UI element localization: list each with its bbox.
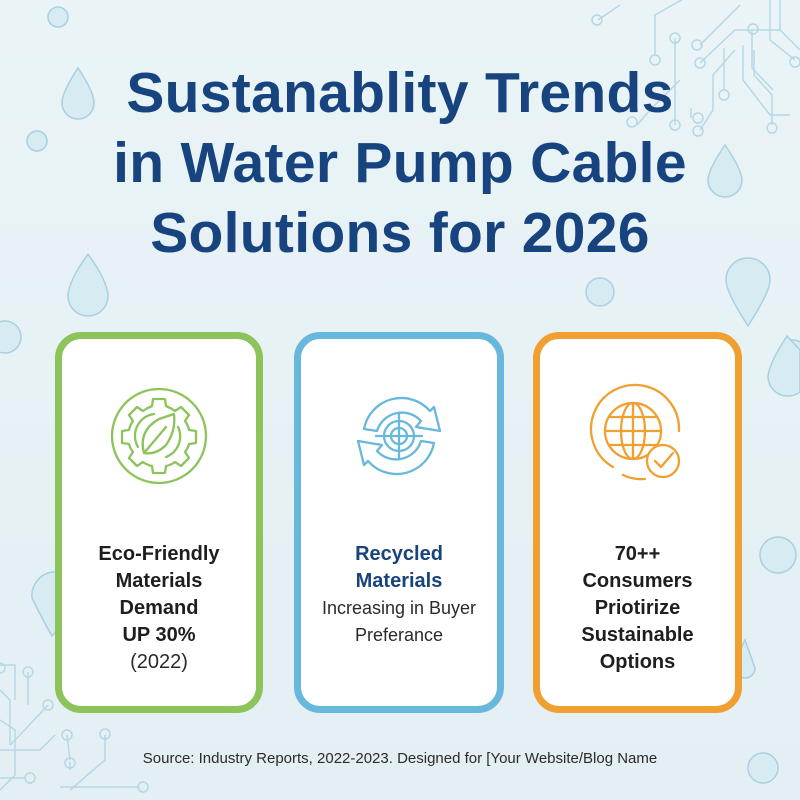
card-eco-line-1: Eco-Friendly <box>98 543 220 565</box>
card-consumers: 70++ Consumers Priotirize Sustainable Op… <box>533 332 742 713</box>
page-title: Sustanablity Trends in Water Pump Cable … <box>0 58 800 268</box>
card-consumers-line-3: Priotirize <box>594 597 681 619</box>
card-eco-line-3: Demand <box>119 597 199 619</box>
card-recycled: Recycled Materials Increasing in Buyer P… <box>294 332 504 713</box>
card-consumers-line-2: Consumers <box>582 570 693 592</box>
recycle-target-icon <box>356 396 442 476</box>
card-recycled-body-1: Increasing in Buyer <box>321 598 477 618</box>
card-recycled-heading-1: Recycled <box>355 543 443 565</box>
card-recycled-body-2: Preferance <box>354 625 444 645</box>
card-consumers-stat: 70++ <box>614 543 661 565</box>
card-eco-year: (2022) <box>130 651 188 673</box>
gear-leaf-icon <box>110 387 208 485</box>
card-eco-friendly: Eco-Friendly Materials Demand UP 30% (20… <box>55 332 263 713</box>
card-recycled-text: Recycled Materials Increasing in Buyer P… <box>301 541 497 649</box>
card-consumers-text: 70++ Consumers Priotirize Sustainable Op… <box>540 541 735 676</box>
card-consumers-line-5: Options <box>599 651 676 673</box>
title-line-3: Solutions for 2026 <box>150 201 650 265</box>
card-eco-text: Eco-Friendly Materials Demand UP 30% (20… <box>62 541 256 676</box>
card-eco-stat: UP 30% <box>122 624 196 646</box>
card-recycled-heading-2: Materials <box>355 570 443 592</box>
title-line-2: in Water Pump Cable <box>113 131 687 195</box>
source-footer: Source: Industry Reports, 2022-2023. Des… <box>142 750 658 767</box>
card-eco-line-2: Materials <box>115 570 203 592</box>
globe-check-icon <box>589 383 680 481</box>
title-line-1: Sustanablity Trends <box>126 61 674 125</box>
card-consumers-line-4: Sustainable <box>581 624 694 646</box>
